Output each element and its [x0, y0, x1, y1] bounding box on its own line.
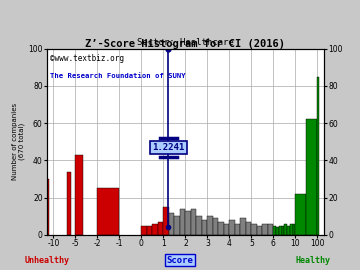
Bar [290, 224, 293, 235]
Bar [287, 226, 290, 235]
Bar [163, 207, 169, 235]
Bar [67, 171, 71, 235]
Bar [174, 216, 180, 235]
Text: The Research Foundation of SUNY: The Research Foundation of SUNY [50, 73, 185, 79]
Bar [235, 224, 240, 235]
Bar [213, 218, 219, 235]
Bar [45, 179, 49, 235]
Bar [152, 224, 158, 235]
Bar [318, 77, 319, 235]
Bar [180, 209, 185, 235]
Title: Z’-Score Histogram for CI (2016): Z’-Score Histogram for CI (2016) [85, 39, 285, 49]
Text: Score: Score [167, 256, 193, 265]
Bar [207, 216, 213, 235]
Bar [306, 119, 318, 235]
Bar [279, 226, 282, 235]
Bar [282, 226, 284, 235]
Bar [268, 224, 273, 235]
Text: Unhealthy: Unhealthy [24, 256, 69, 265]
Text: Healthy: Healthy [296, 256, 331, 265]
Bar [257, 226, 262, 235]
Bar [240, 218, 246, 235]
Bar [273, 226, 276, 235]
Bar [197, 216, 202, 235]
Bar [75, 155, 83, 235]
Bar [276, 227, 279, 235]
Bar [202, 220, 207, 235]
Bar [147, 226, 152, 235]
Text: 1.2241: 1.2241 [152, 143, 184, 152]
Bar [293, 224, 296, 235]
Bar [229, 220, 235, 235]
Bar [98, 188, 120, 235]
Bar [296, 194, 306, 235]
Bar [224, 224, 229, 235]
Bar [284, 224, 287, 235]
Y-axis label: Number of companies
(670 total): Number of companies (670 total) [12, 103, 25, 180]
Bar [191, 209, 197, 235]
Bar [169, 212, 174, 235]
Bar [262, 224, 268, 235]
Text: Sector: Healthcare: Sector: Healthcare [137, 38, 234, 47]
Bar [158, 222, 163, 235]
Bar [219, 222, 224, 235]
Text: ©www.textbiz.org: ©www.textbiz.org [50, 54, 123, 63]
Bar [185, 211, 191, 235]
Bar [251, 224, 257, 235]
Bar [141, 226, 147, 235]
Bar [246, 222, 251, 235]
